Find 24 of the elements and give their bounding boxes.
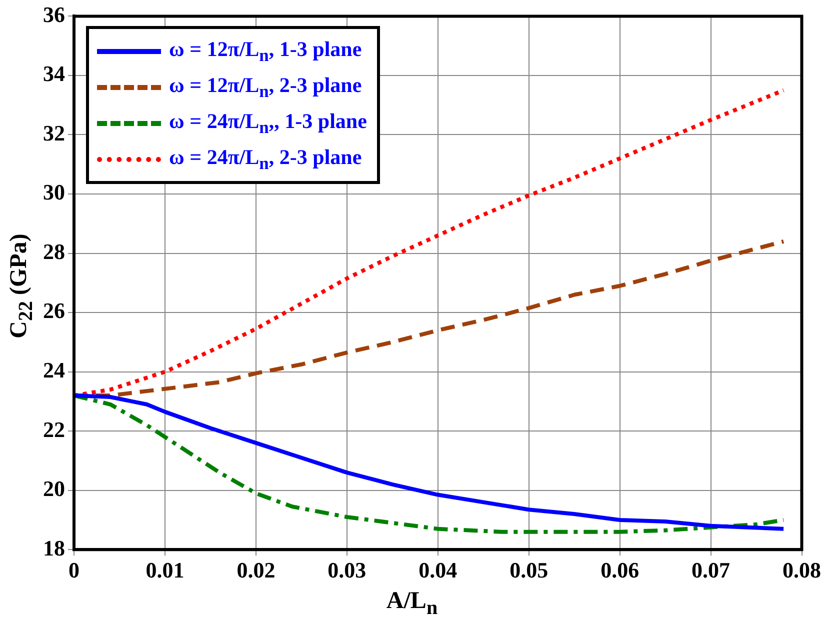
legend-label: ω = 24π/L$_{n}$, 2-3 plane	[169, 144, 362, 174]
legend-label: ω = 12π/L$_{n}$, 1-3 plane	[169, 36, 362, 66]
x-tick-label: 0.07	[692, 557, 730, 582]
y-tick-label: 34	[43, 61, 65, 86]
x-tick-label: 0.02	[236, 557, 276, 582]
x-tick-label: 0.08	[782, 557, 821, 582]
x-axis-title: A/L$_{n}$	[385, 588, 439, 620]
y-tick-label: 24	[43, 357, 65, 382]
y-tick-label: 18	[43, 535, 65, 560]
y-tick-label: 22	[43, 416, 65, 442]
x-tick-label: 0.06	[600, 557, 640, 582]
legend-label: ω = 12π/L$_{n}$, 2-3 plane	[169, 72, 362, 102]
x-tick-label: 0.05	[510, 557, 548, 582]
y-tick-label: 28	[43, 238, 65, 264]
x-tick-label: 0.01	[146, 557, 184, 582]
y-tick-label: 20	[43, 476, 65, 502]
y-tick-label: 32	[43, 120, 65, 146]
x-tick-label: 0.04	[418, 557, 458, 582]
legend-label: ω = 24π/L$_{n}$,, 1-3 plane	[169, 108, 367, 138]
x-tick-label: 0	[68, 557, 80, 582]
x-tick-label: 0.03	[328, 557, 366, 582]
y-tick-label: 26	[43, 298, 65, 324]
y-tick-label: 30	[43, 180, 65, 205]
y-tick-label: 36	[43, 2, 65, 27]
